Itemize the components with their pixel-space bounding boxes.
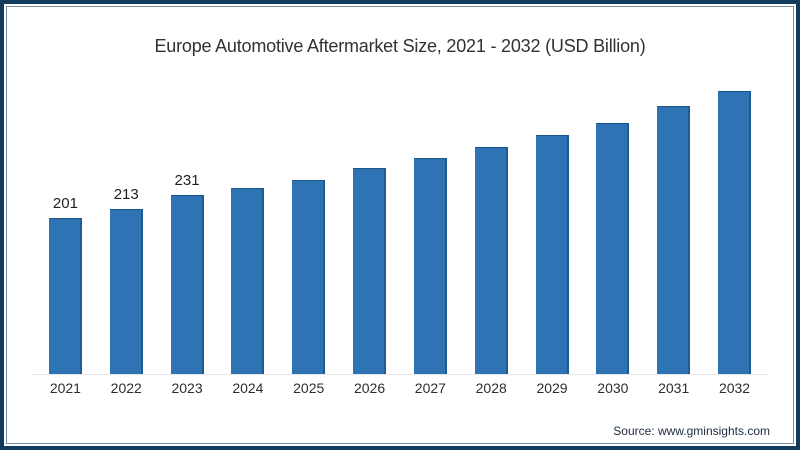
bar-2026	[353, 168, 387, 374]
bar-group-2026	[339, 80, 400, 374]
bar-value-label-2023: 231	[174, 172, 200, 189]
x-tick-2022: 2022	[110, 380, 142, 396]
bar-2032	[718, 91, 752, 374]
chart-title: Europe Automotive Aftermarket Size, 2021…	[154, 36, 646, 56]
x-tick-2026: 2026	[353, 380, 386, 396]
bar-2030	[596, 123, 630, 374]
bar-2022	[109, 209, 143, 374]
x-tick-2024: 2024	[232, 380, 264, 396]
bar-2029	[535, 135, 569, 374]
x-tick-2021: 2021	[49, 380, 81, 396]
bar-group-2025	[278, 80, 339, 374]
bar-2025	[292, 180, 326, 374]
x-tick-2031: 2031	[658, 380, 690, 396]
x-tick-2023: 2023	[171, 380, 203, 396]
bar-group-2022: 213	[96, 80, 157, 374]
source-attribution: Source: www.gminsights.com	[613, 424, 770, 438]
plot-area: 201 213 231	[35, 80, 765, 374]
chart-canvas: Europe Automotive Aftermarket Size, 2021…	[6, 6, 794, 444]
bar-2027	[413, 158, 447, 374]
x-axis-line	[31, 374, 769, 375]
bar-group-2024	[217, 80, 278, 374]
bar-group-2030	[582, 80, 643, 374]
bar-group-2031	[643, 80, 704, 374]
bar-group-2029	[522, 80, 583, 374]
x-tick-2027: 2027	[414, 380, 446, 396]
bar-group-2021: 201	[35, 80, 96, 374]
bar-value-label-2022: 213	[113, 186, 139, 203]
bar-2021	[48, 218, 82, 374]
bar-2031	[657, 106, 691, 374]
x-tick-2025: 2025	[293, 380, 325, 396]
bar-group-2027	[400, 80, 461, 374]
x-tick-2030: 2030	[597, 380, 629, 396]
bar-group-2028	[461, 80, 522, 374]
bar-2024	[231, 188, 265, 374]
x-tick-2029: 2029	[536, 380, 568, 396]
x-tick-2028: 2028	[475, 380, 507, 396]
x-axis: 2021 2022 2023 2024 2025 2026 2027 2028 2029 2030…	[35, 379, 765, 397]
bar-value-label-2021: 201	[52, 195, 78, 212]
x-tick-2032: 2032	[718, 380, 751, 396]
bar-2023	[170, 195, 204, 374]
bar-2028	[474, 147, 508, 374]
bar-group-2032	[704, 80, 765, 374]
bar-group-2023: 231	[157, 80, 218, 374]
